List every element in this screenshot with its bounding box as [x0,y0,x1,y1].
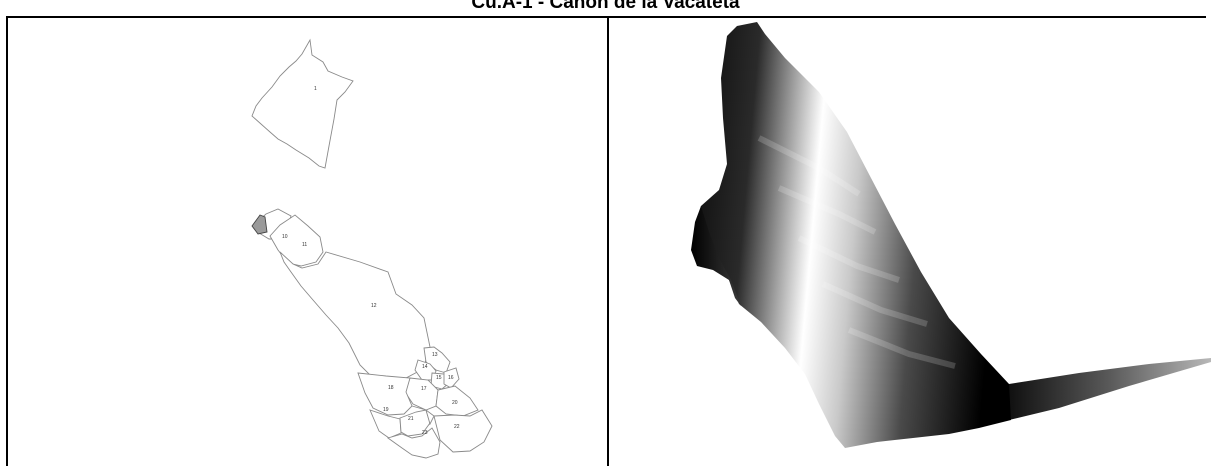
elevation-raster [691,22,1211,448]
zone-label: 13 [432,352,438,358]
zone-22[interactable] [433,409,493,453]
zone-20[interactable] [435,385,479,417]
zone-label: 21 [408,416,414,422]
zone-label: 15 [436,375,442,381]
dem-body [697,22,1011,448]
map-frame [6,16,1206,466]
zone-23[interactable] [386,427,441,459]
elevation-raster-panel [609,18,1211,466]
zone-label: 14 [422,364,428,370]
zone-label: 10 [282,234,288,240]
zone-label: 12 [371,303,377,309]
dem-nw-lobe [691,206,741,306]
panel-divider [607,16,609,466]
zone-16[interactable] [443,367,460,389]
zone-label: 22 [454,424,460,430]
zone-label: 11 [302,242,307,248]
zone-18[interactable] [357,372,413,416]
zones-map-panel: 1 10 11 12 13 14 15 16 17 18 19 20 21 22… [8,18,607,466]
zone-19b[interactable] [369,409,402,439]
zone-10-hatch [251,214,268,235]
zone-1[interactable] [251,38,354,169]
zones-map: 1 10 11 12 13 14 15 16 17 18 19 20 21 22… [8,18,493,459]
dem-tail [1009,358,1211,420]
zone-label: 17 [421,386,427,392]
zone-21[interactable] [399,409,431,437]
zone-24[interactable] [411,405,435,426]
zone-12[interactable] [279,251,431,379]
zone-label: 16 [448,375,454,381]
zone-label: 20 [452,400,458,406]
zone-label: 18 [388,385,394,391]
map-title: Cu.A-1 - Cañón de la Vacateta [471,0,740,13]
dem-ridges [757,135,956,369]
zone-label: 23 [422,430,428,436]
zone-label: 1 [314,86,317,92]
zone-label: 19 [383,407,389,413]
